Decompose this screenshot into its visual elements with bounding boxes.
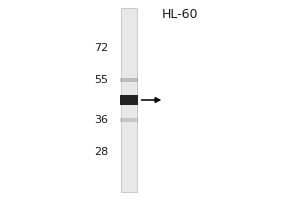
Bar [120, 118, 138, 122]
Bar [120, 95, 138, 105]
Bar [120, 78, 138, 82]
Text: 28: 28 [94, 147, 108, 157]
Text: 55: 55 [94, 75, 108, 85]
Text: 72: 72 [94, 43, 108, 53]
Bar [121, 8, 137, 192]
Text: 36: 36 [94, 115, 108, 125]
Text: HL-60: HL-60 [162, 7, 198, 21]
